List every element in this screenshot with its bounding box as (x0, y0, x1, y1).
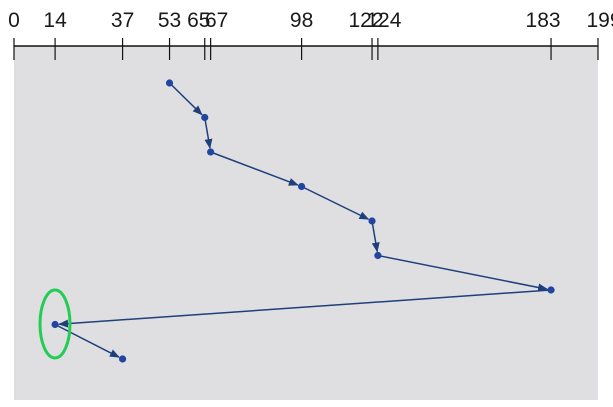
scale-label: 0 (8, 9, 20, 32)
seek-point (118, 355, 127, 363)
scale-label: 124 (366, 9, 401, 32)
scale-label: 65 (187, 9, 210, 32)
seek-segment (210, 151, 299, 186)
scale-label: 98 (290, 9, 313, 32)
seek-point (201, 113, 209, 122)
seek-segment (371, 220, 380, 253)
seek-point (207, 148, 215, 156)
seek-point (368, 217, 376, 225)
scale-ticks (13, 38, 599, 60)
highlight-ellipse (38, 288, 72, 360)
seek-point (51, 320, 59, 329)
seek-point (165, 79, 174, 87)
scale-label: 14 (43, 9, 67, 32)
seek-points (51, 79, 555, 363)
scale-label: 183 (526, 9, 561, 32)
scale-label: 53 (158, 9, 181, 32)
seek-segment (204, 117, 213, 150)
scale-label: 67 (205, 9, 228, 32)
seek-path (54, 82, 552, 358)
seek-segment (169, 82, 203, 116)
seek-segment (58, 289, 552, 328)
seek-point (547, 286, 555, 294)
scale-label: 122 (349, 9, 384, 32)
seek-segment (54, 323, 120, 358)
seek-point (297, 182, 306, 191)
scale-label: 37 (111, 9, 134, 32)
diagram-panel (14, 46, 598, 400)
seek-point (374, 251, 382, 260)
seek-segment (301, 185, 370, 220)
seek-segment (377, 254, 549, 292)
scale-label: 199 (586, 9, 613, 32)
